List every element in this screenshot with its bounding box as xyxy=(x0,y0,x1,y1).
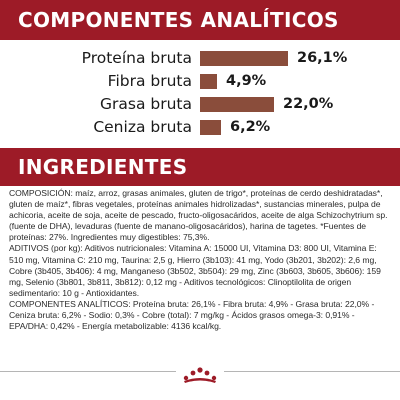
analytic-value: 22,0% xyxy=(283,96,334,112)
analytic-bar xyxy=(200,120,221,135)
analytic-row: Proteína bruta 26,1% xyxy=(0,47,400,69)
analytic-row: Grasa bruta 22,0% xyxy=(0,93,400,115)
analytic-label: Ceniza bruta xyxy=(93,118,192,136)
ingredients-banner: INGREDIENTES xyxy=(0,148,400,186)
analytic-components-text: COMPONENTES ANALÍTICOS: Proteína bruta: … xyxy=(9,298,375,332)
analytic-value: 4,9% xyxy=(226,73,267,89)
royal-canin-crown-icon xyxy=(176,364,224,386)
analytic-value: 26,1% xyxy=(297,50,348,66)
analytic-value: 6,2% xyxy=(230,119,271,135)
additives-text: ADITIVOS (por kg): Aditivos nutricionale… xyxy=(9,243,381,298)
analytic-row: Fibra bruta 4,9% xyxy=(0,70,400,92)
analytic-label: Proteína bruta xyxy=(81,49,192,67)
analytic-bar xyxy=(200,74,217,89)
composition-text: COMPOSICIÓN: maíz, arroz, grasas animale… xyxy=(9,188,388,243)
analytic-bar xyxy=(200,51,288,66)
analytic-bar xyxy=(200,97,274,112)
analytics-title: COMPONENTES ANALÍTICOS xyxy=(18,8,339,32)
analytic-label: Fibra bruta xyxy=(107,72,192,90)
analytics-bar-chart: Proteína bruta 26,1% Fibra bruta 4,9% Grasa … xyxy=(0,40,400,148)
analytic-label: Grasa bruta xyxy=(100,95,192,113)
analytic-row: Ceniza bruta 6,2% xyxy=(0,116,400,138)
analytics-banner: COMPONENTES ANALÍTICOS xyxy=(0,0,400,40)
ingredients-text: COMPOSICIÓN: maíz, arroz, grasas animale… xyxy=(9,188,393,332)
ingredients-title: INGREDIENTES xyxy=(18,155,188,179)
